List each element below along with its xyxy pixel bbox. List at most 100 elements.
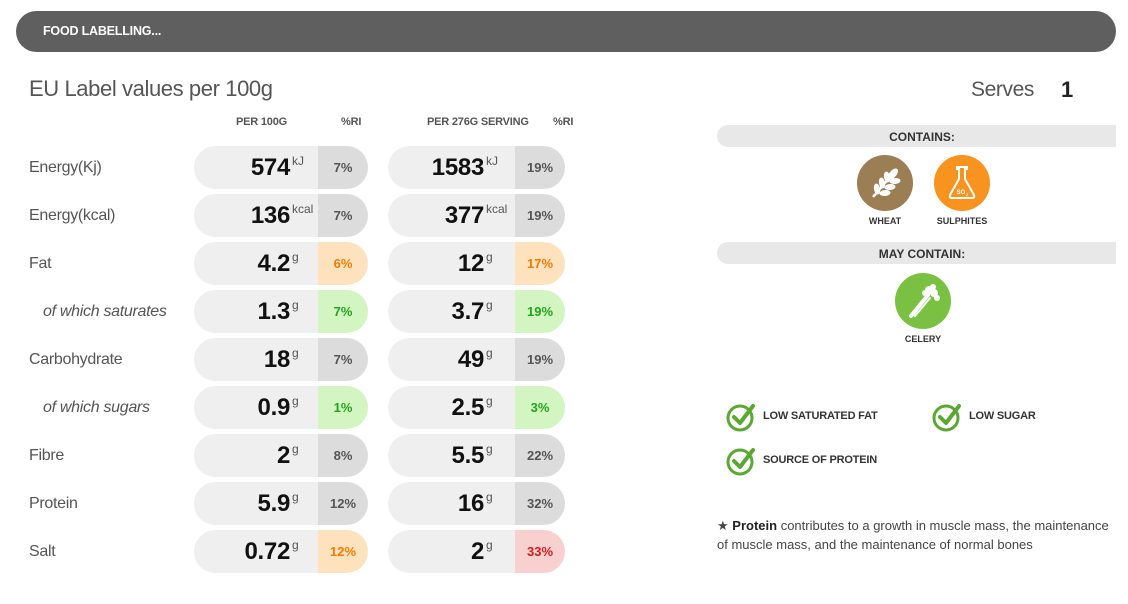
per-serving-cell: 49 g 19% [388, 338, 565, 381]
ri-percentage: 7% [318, 290, 368, 333]
celery-icon [895, 273, 951, 329]
ri-percentage: 19% [515, 194, 565, 237]
allergen-wheat: WHEAT [845, 155, 925, 226]
nutrient-value: 136 [250, 202, 290, 229]
per-serving-cell: 2.5 g 3% [388, 386, 565, 429]
ri-percentage: 19% [515, 290, 565, 333]
footnote: ★ Protein contributes to a growth in mus… [717, 516, 1117, 554]
ri-percentage: 1% [318, 386, 368, 429]
check-circle-icon [932, 404, 961, 432]
ri-percentage: 12% [318, 482, 368, 525]
sulphites-formula: SO [957, 190, 966, 196]
nutrient-unit: g [486, 346, 493, 360]
ri-percentage: 6% [318, 242, 368, 285]
nutrient-unit: g [292, 442, 299, 456]
allergen-sulphites: SO 2 SULPHITES [922, 155, 1002, 226]
nutrient-unit: g [486, 250, 493, 264]
row-label: Fibre [29, 447, 64, 464]
column-header-per-serving: PER 276G SERVING [427, 116, 529, 128]
allergen-label: WHEAT [868, 216, 902, 226]
nutrient-unit: kJ [486, 154, 498, 168]
nutrient-unit: g [486, 394, 493, 408]
row-label: Energy(Kj) [29, 159, 102, 176]
may-contain-bar: MAY CONTAIN: [717, 242, 1116, 264]
ri-percentage: 19% [515, 146, 565, 189]
wheat-icon [857, 155, 913, 211]
ri-percentage: 7% [318, 146, 368, 189]
ri-percentage: 17% [515, 242, 565, 285]
nutrient-value: 5.9 [257, 490, 291, 517]
ri-percentage: 32% [515, 482, 565, 525]
nutrient-value: 16 [457, 490, 484, 517]
per-100g-cell: 1.3 g 7% [194, 290, 368, 333]
nutrient-value: 49 [457, 346, 484, 373]
nutrient-value: 377 [444, 202, 484, 229]
allergen-label: CELERY [904, 334, 942, 344]
serves-value: 1 [1061, 77, 1074, 102]
row-label: Energy(kcal) [29, 207, 116, 224]
nutrition-panel-title: EU Label values per 100g [29, 76, 273, 101]
star-icon: ★ [717, 518, 729, 533]
nutrient-unit: kcal [486, 202, 508, 216]
per-100g-cell: 18 g 7% [194, 338, 368, 381]
row-label: Protein [29, 495, 78, 512]
nutrient-unit: kJ [292, 154, 304, 168]
nutrient-value: 1583 [431, 154, 485, 181]
nutrient-value: 2 [470, 538, 484, 565]
nutrient-unit: g [486, 538, 493, 552]
row-label: Salt [29, 543, 56, 560]
nutrient-value: 3.7 [451, 298, 485, 325]
per-100g-cell: 2 g 8% [194, 434, 368, 477]
per-serving-cell: 16 g 32% [388, 482, 565, 525]
may-contain-title: MAY CONTAIN: [878, 247, 966, 261]
nutrient-unit: kcal [292, 202, 314, 216]
check-circle-icon [726, 404, 755, 432]
per-serving-cell: 3.7 g 19% [388, 290, 565, 333]
per-100g-cell: 5.9 g 12% [194, 482, 368, 525]
per-100g-cell: 136 kcal 7% [194, 194, 368, 237]
nutrient-unit: g [292, 250, 299, 264]
per-serving-cell: 2 g 33% [388, 530, 565, 573]
row-label: of which sugars [43, 399, 150, 416]
column-header-ri-100g: %RI [341, 116, 362, 128]
header-title: FOOD LABELLING... [43, 24, 162, 38]
ri-percentage: 12% [318, 530, 368, 573]
nutrient-value: 18 [263, 346, 290, 373]
nutrient-unit: g [486, 490, 493, 504]
per-100g-cell: 0.9 g 1% [194, 386, 368, 429]
ri-percentage: 3% [515, 386, 565, 429]
footnote-nutrient: Protein [732, 518, 778, 533]
row-label: Carbohydrate [29, 351, 123, 368]
ri-percentage: 8% [318, 434, 368, 477]
nutrient-value: 2 [276, 442, 290, 469]
sulphites-formula-subscript: 2 [966, 192, 969, 197]
header-bar: FOOD LABELLING... [16, 11, 1116, 52]
nutrient-value: 5.5 [451, 442, 485, 469]
claim-label: LOW SATURATED FAT [763, 410, 878, 422]
ri-percentage: 7% [318, 194, 368, 237]
row-label: of which saturates [43, 303, 167, 320]
per-serving-cell: 12 g 17% [388, 242, 565, 285]
serves-label: Serves [971, 78, 1034, 101]
nutrient-value: 1.3 [257, 298, 291, 325]
per-serving-cell: 5.5 g 22% [388, 434, 565, 477]
contains-title: CONTAINS: [889, 130, 955, 144]
column-header-per-100g: PER 100G [236, 116, 287, 128]
nutrient-unit: g [292, 298, 299, 312]
nutrient-value: 0.9 [257, 394, 291, 421]
per-100g-cell: 0.72 g 12% [194, 530, 368, 573]
allergen-celery: CELERY [883, 273, 963, 344]
allergen-label: SULPHITES [936, 216, 988, 226]
per-serving-cell: 377 kcal 19% [388, 194, 565, 237]
row-label: Fat [29, 255, 52, 272]
nutrient-value: 2.5 [451, 394, 485, 421]
per-100g-cell: 4.2 g 6% [194, 242, 368, 285]
claim-label: SOURCE OF PROTEIN [763, 454, 877, 466]
nutrient-value: 574 [250, 154, 290, 181]
ri-percentage: 7% [318, 338, 368, 381]
per-100g-cell: 574 kJ 7% [194, 146, 368, 189]
claim-label: LOW SUGAR [969, 410, 1036, 422]
column-header-ri-serving: %RI [553, 116, 574, 128]
nutrient-value: 4.2 [257, 250, 291, 277]
sulphites-flask-icon: SO 2 [934, 155, 990, 211]
